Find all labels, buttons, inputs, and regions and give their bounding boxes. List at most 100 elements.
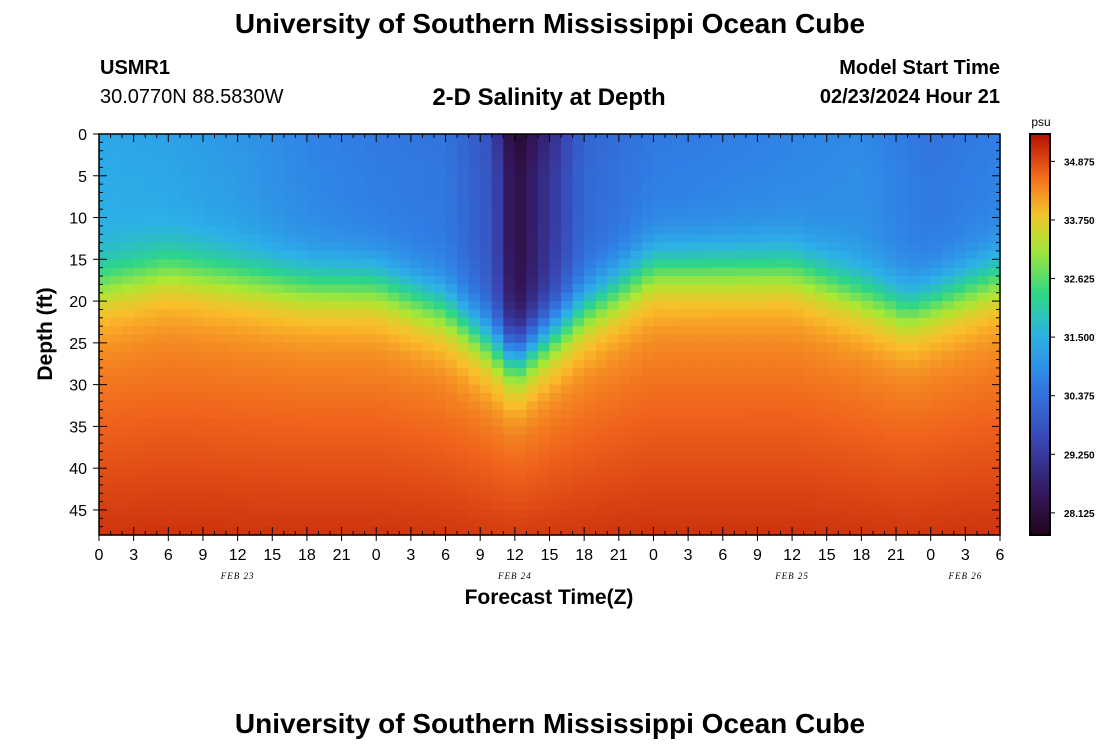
heatmap-cell: [226, 301, 239, 311]
y-tick-label: 45: [69, 503, 87, 520]
heatmap-cell: [457, 267, 470, 277]
heatmap-cell: [110, 217, 123, 227]
heatmap-cell: [595, 134, 608, 143]
heatmap-cell: [919, 167, 932, 177]
heatmap-cell: [422, 150, 435, 160]
heatmap-cell: [168, 276, 181, 285]
heatmap-cell: [942, 384, 955, 394]
heatmap-cell: [768, 217, 782, 227]
heatmap-cell: [907, 225, 920, 235]
heatmap-cell: [260, 451, 273, 461]
heatmap-cell: [919, 468, 932, 478]
heatmap-cell: [907, 509, 920, 519]
heatmap-cell: [976, 342, 990, 352]
heatmap-cell: [838, 225, 851, 235]
heatmap-cell: [133, 317, 146, 327]
heatmap-cell: [272, 309, 285, 319]
heatmap-cell: [122, 409, 135, 419]
heatmap-cell: [849, 476, 862, 486]
heatmap-cell: [283, 526, 296, 536]
heatmap-cell: [122, 142, 135, 152]
heatmap-cell: [572, 359, 585, 369]
heatmap-cell: [99, 359, 112, 369]
heatmap-cell: [907, 401, 920, 411]
heatmap-cell: [734, 334, 747, 344]
heatmap-cell: [688, 209, 701, 219]
heatmap-cell: [191, 242, 204, 252]
heatmap-cell: [768, 142, 782, 152]
station-coords: 30.0770N 88.5830W: [100, 86, 284, 108]
heatmap-cell: [376, 225, 389, 235]
heatmap-cell: [353, 501, 366, 511]
heatmap-cell: [468, 367, 481, 377]
heatmap-cell: [376, 292, 389, 302]
heatmap-cell: [122, 351, 135, 361]
heatmap-cell: [849, 518, 862, 528]
heatmap-cell: [884, 267, 897, 277]
heatmap-cell: [757, 242, 770, 252]
heatmap-cell: [665, 284, 678, 294]
heatmap-cell: [641, 309, 655, 319]
heatmap-cell: [191, 259, 204, 269]
heatmap-cell: [896, 493, 909, 503]
heatmap-cell: [468, 209, 481, 219]
heatmap-cell: [942, 334, 955, 344]
heatmap-cell: [503, 468, 516, 478]
heatmap-cell: [526, 451, 539, 461]
heatmap-cell: [745, 409, 759, 419]
heatmap-cell: [988, 409, 1001, 419]
heatmap-cell: [699, 276, 712, 285]
heatmap-cell: [410, 225, 424, 235]
heatmap-cell: [330, 409, 343, 419]
heatmap-cell: [595, 234, 608, 244]
heatmap-cell: [214, 384, 227, 394]
heatmap-cell: [260, 134, 273, 143]
heatmap-cell: [595, 418, 608, 427]
heatmap-cell: [237, 276, 250, 285]
heatmap-cell: [491, 459, 504, 469]
heatmap-cell: [133, 309, 146, 319]
heatmap-cell: [526, 167, 539, 177]
heatmap-cell: [653, 259, 666, 269]
heatmap-cell: [561, 476, 574, 486]
heatmap-cell: [306, 259, 320, 269]
heatmap-cell: [480, 451, 493, 461]
heatmap-cell: [318, 259, 331, 269]
heatmap-cell: [965, 351, 978, 361]
heatmap-cell: [907, 426, 920, 436]
heatmap-cell: [896, 309, 909, 319]
heatmap-cell: [884, 250, 897, 260]
heatmap-cell: [745, 209, 759, 219]
heatmap-cell: [537, 518, 551, 528]
heatmap-cell: [99, 250, 112, 260]
heatmap-cell: [202, 526, 216, 536]
heatmap-cell: [734, 184, 747, 194]
heatmap-cell: [179, 384, 193, 394]
heatmap-cell: [237, 418, 250, 427]
heatmap-cell: [179, 459, 193, 469]
heatmap-cell: [641, 301, 655, 311]
heatmap-cell: [433, 334, 447, 344]
heatmap-cell: [110, 159, 123, 169]
heatmap-cell: [768, 493, 782, 503]
heatmap-cell: [849, 267, 862, 277]
heatmap-cell: [757, 292, 770, 302]
heatmap-cell: [110, 518, 123, 528]
heatmap-cell: [145, 342, 158, 352]
heatmap-cell: [919, 225, 932, 235]
heatmap-cell: [341, 167, 354, 177]
heatmap-cell: [676, 443, 689, 453]
heatmap-cell: [295, 426, 308, 436]
heatmap-cell: [768, 159, 782, 169]
heatmap-cell: [988, 259, 1001, 269]
heatmap-cell: [641, 209, 655, 219]
heatmap-cell: [341, 192, 354, 202]
heatmap-cell: [202, 292, 216, 302]
heatmap-cell: [561, 401, 574, 411]
heatmap-cell: [260, 267, 273, 277]
heatmap-cell: [768, 418, 782, 427]
heatmap-cell: [226, 225, 239, 235]
heatmap-cell: [688, 484, 701, 494]
heatmap-cell: [884, 217, 897, 227]
heatmap-cell: [942, 376, 955, 386]
